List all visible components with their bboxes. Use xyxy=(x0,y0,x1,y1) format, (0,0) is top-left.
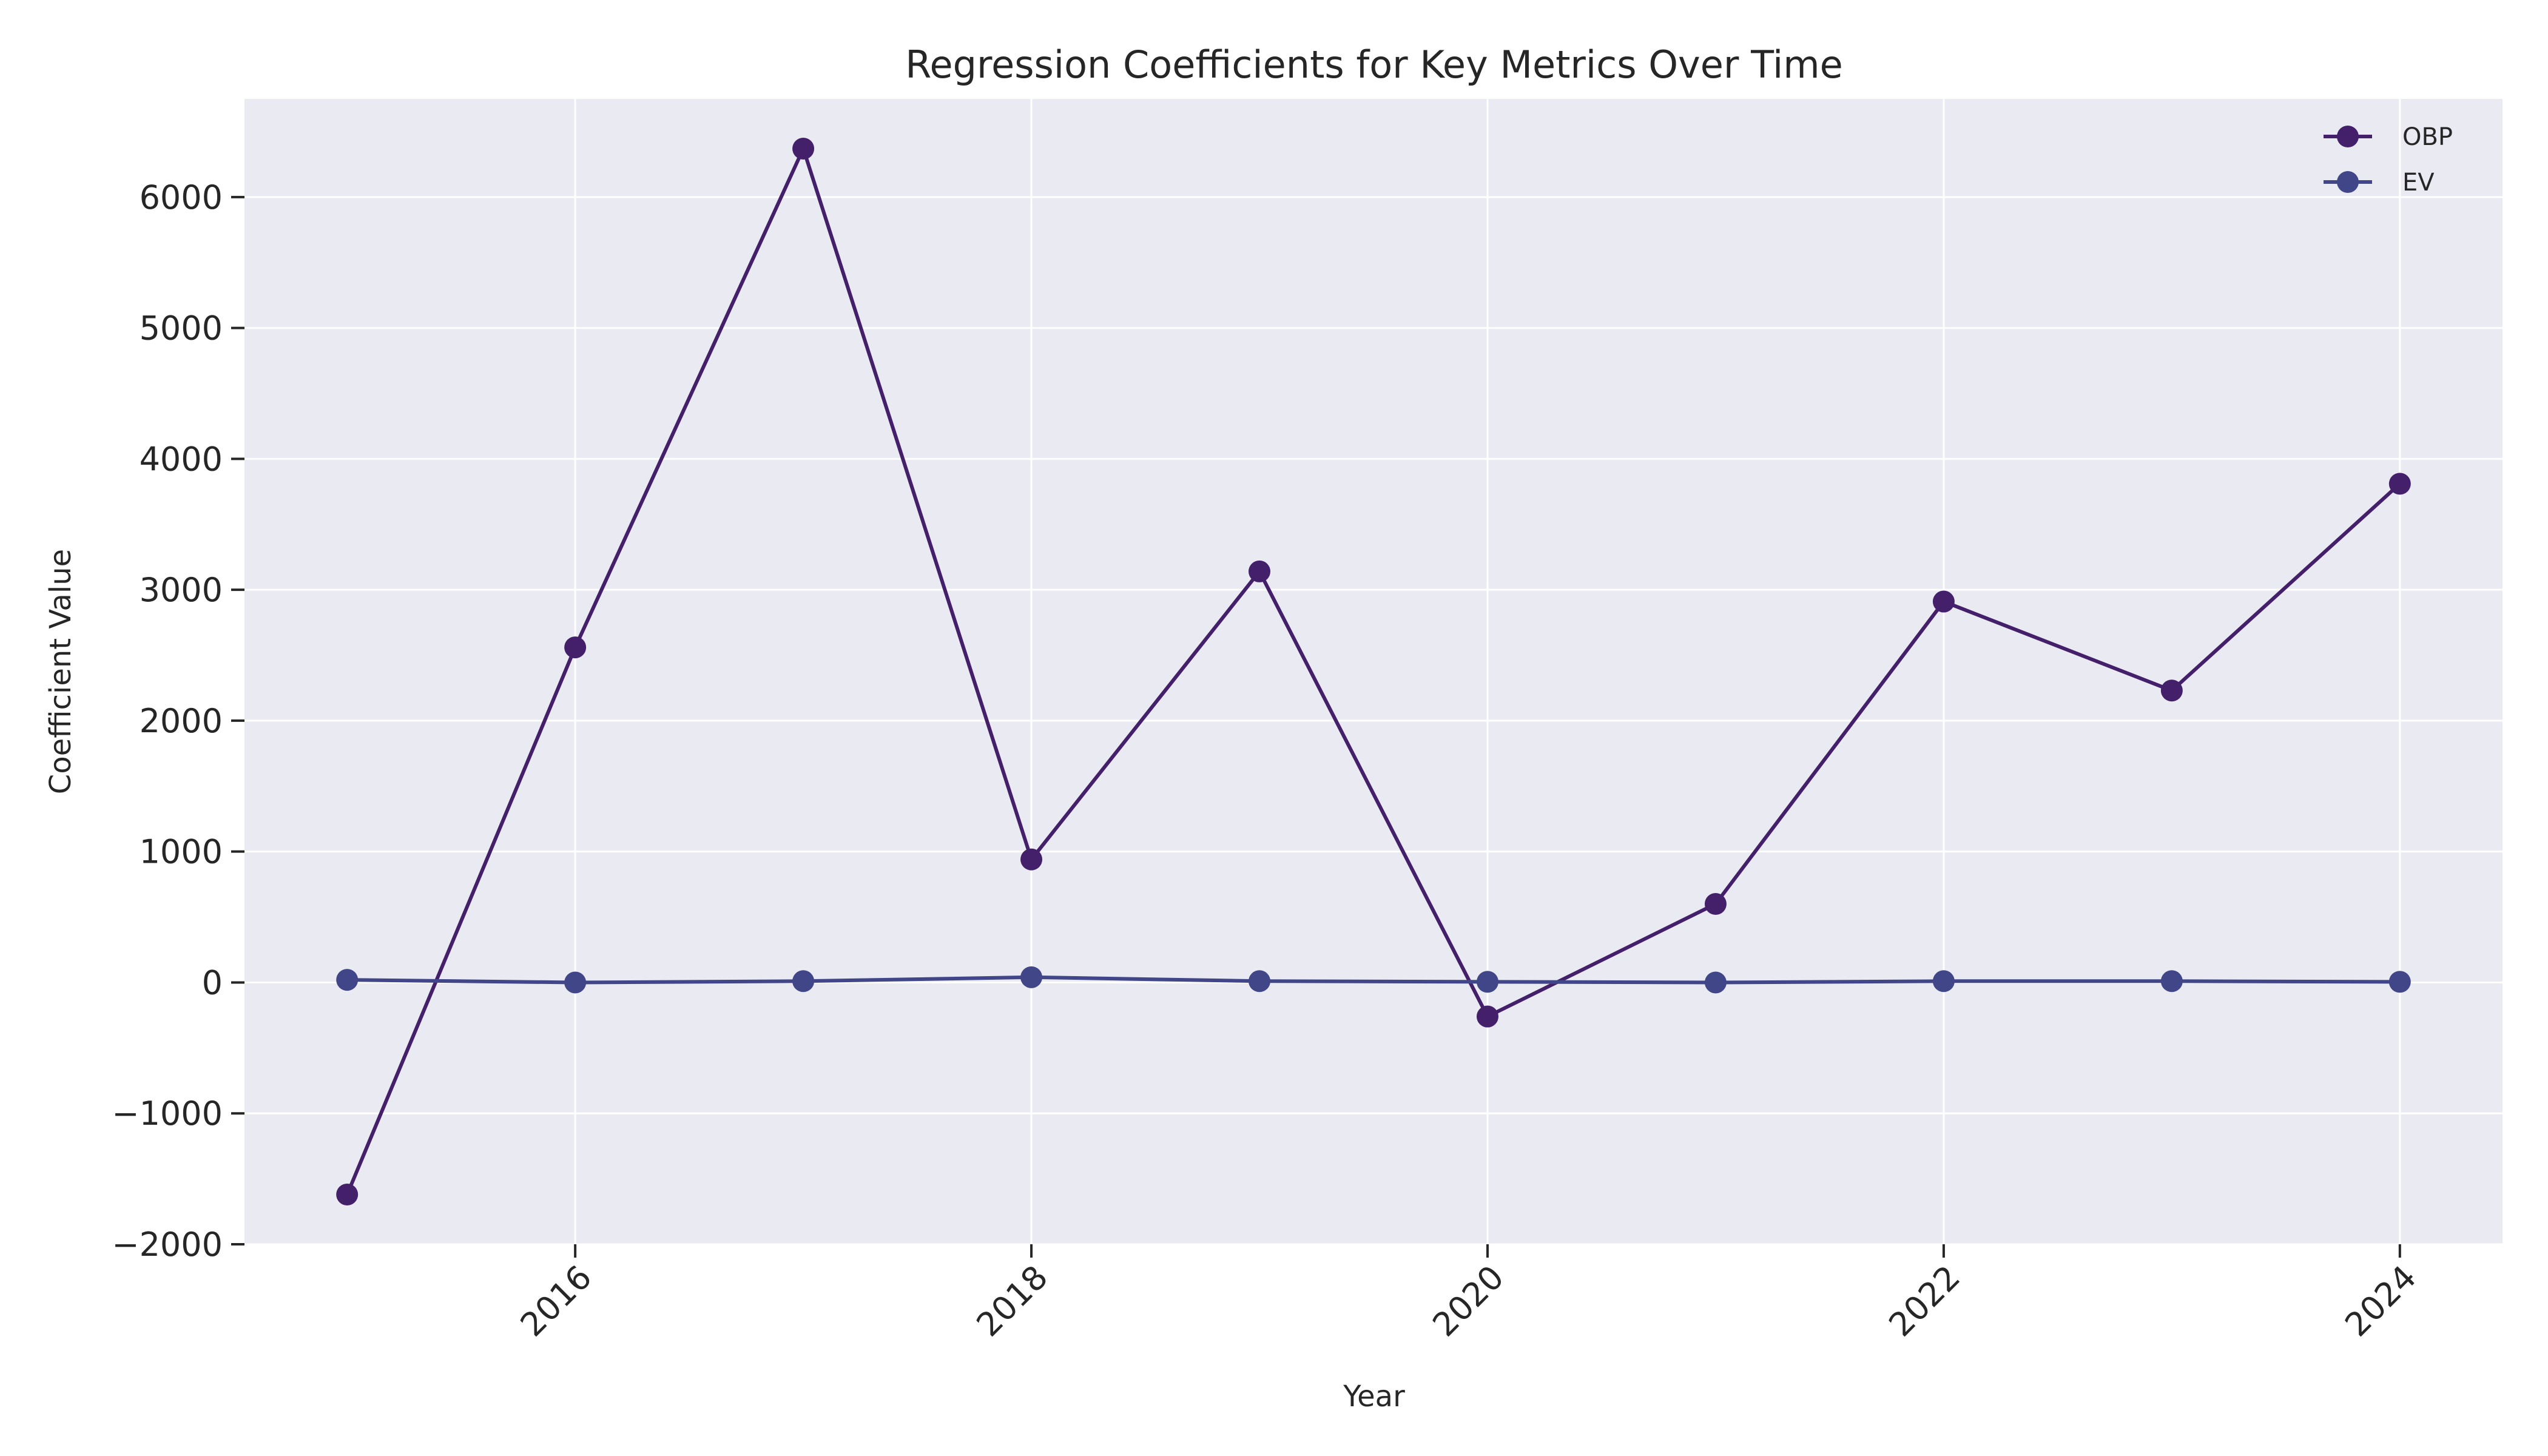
legend-label: OBP xyxy=(2402,123,2453,151)
legend: OBP EV xyxy=(2324,123,2453,197)
data-point-obp xyxy=(2388,473,2411,495)
data-point-ev xyxy=(1932,970,1955,993)
data-point-ev xyxy=(792,970,815,993)
legend-item-ev: EV xyxy=(2324,169,2435,197)
x-tick-label: 2020 xyxy=(1425,1258,1511,1344)
y-tick-label: −2000 xyxy=(112,1225,223,1264)
data-point-obp xyxy=(1476,1005,1498,1028)
y-tick-label: 2000 xyxy=(140,702,223,740)
chart-title: Regression Coefficients for Key Metrics … xyxy=(905,42,1843,87)
x-tick-label: 2024 xyxy=(2337,1258,2424,1344)
data-point-ev xyxy=(1704,971,1727,994)
data-point-obp xyxy=(336,1184,359,1206)
x-tick-label: 2022 xyxy=(1881,1258,1967,1344)
data-point-obp xyxy=(1704,892,1727,915)
y-tick-label: 3000 xyxy=(140,571,223,609)
legend-item-obp: OBP xyxy=(2324,123,2453,151)
x-tick-label: 2018 xyxy=(969,1258,1056,1344)
legend-label: EV xyxy=(2402,169,2435,197)
y-tick-label: 5000 xyxy=(140,309,223,348)
data-point-ev xyxy=(1020,966,1043,988)
series-line-obp xyxy=(345,147,2401,1196)
data-point-ev xyxy=(336,969,359,991)
x-axis: 2016 2018 2020 2022 2024 xyxy=(513,1244,2424,1344)
data-point-obp xyxy=(1249,560,1271,582)
series-line-ev xyxy=(347,975,2400,985)
y-tick-label: 4000 xyxy=(140,440,223,478)
data-point-ev xyxy=(1476,971,1498,993)
data-point-obp xyxy=(2160,679,2183,702)
data-point-ev xyxy=(564,971,587,994)
data-point-obp xyxy=(792,137,815,160)
data-point-ev xyxy=(2160,970,2183,993)
data-point-obp xyxy=(1932,590,1955,613)
y-tick-label: −1000 xyxy=(112,1094,223,1133)
plot-area xyxy=(244,99,2502,1244)
data-point-obp xyxy=(564,636,587,659)
data-point-ev xyxy=(1249,970,1271,993)
series-group xyxy=(336,137,2411,1206)
y-tick-label: 6000 xyxy=(140,178,223,217)
y-axis: −2000 −1000 0 1000 2000 3000 4000 5000 6000 xyxy=(112,178,244,1264)
y-tick-label: 1000 xyxy=(140,833,223,871)
series-ev xyxy=(336,966,2411,994)
x-tick-label: 2016 xyxy=(513,1258,599,1344)
y-axis-label: Coefficient Value xyxy=(44,549,78,794)
data-point-obp xyxy=(1020,848,1043,871)
y-tick-label: 0 xyxy=(202,963,223,1002)
data-point-ev xyxy=(2388,971,2411,993)
x-axis-label: Year xyxy=(1343,1380,1405,1414)
legend-swatch-marker xyxy=(2337,126,2359,147)
series-obp xyxy=(336,137,2411,1206)
legend-swatch-marker xyxy=(2337,171,2359,193)
